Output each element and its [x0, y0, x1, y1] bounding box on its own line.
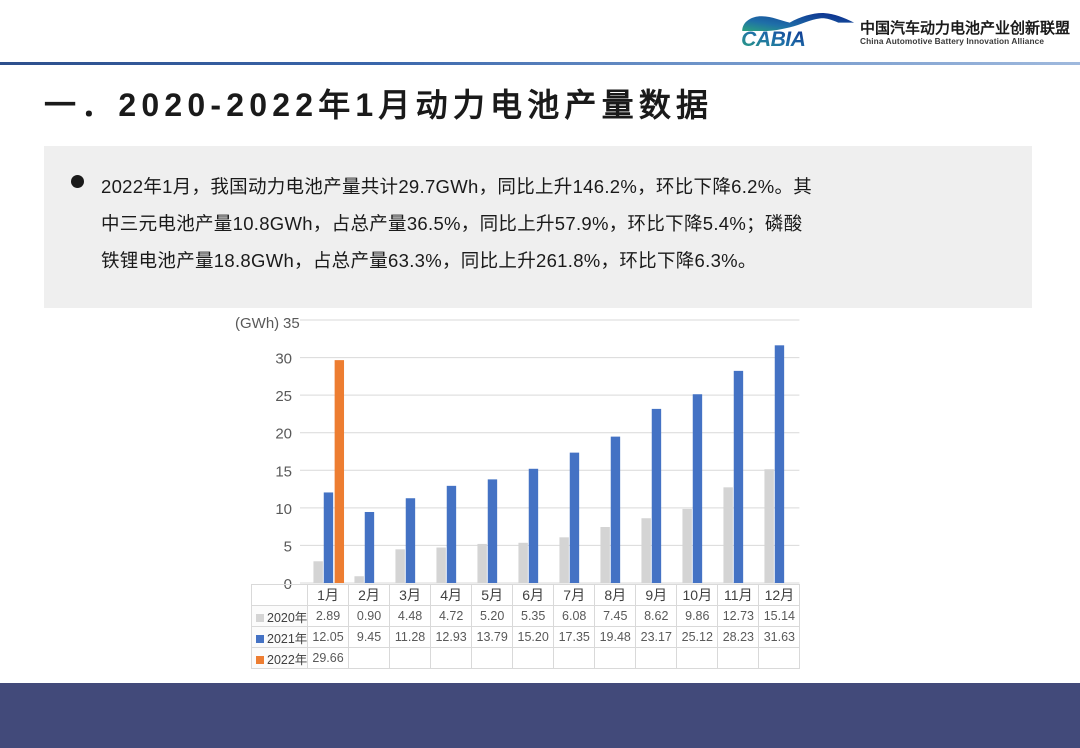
svg-text:5: 5 — [284, 538, 292, 555]
svg-text:10: 10 — [275, 501, 292, 518]
svg-text:35: 35 — [283, 315, 300, 332]
svg-text:20: 20 — [275, 426, 292, 443]
svg-text:15: 15 — [275, 463, 292, 480]
svg-text:(GWh): (GWh) — [235, 315, 279, 332]
svg-text:30: 30 — [275, 351, 292, 368]
svg-text:25: 25 — [275, 388, 292, 405]
